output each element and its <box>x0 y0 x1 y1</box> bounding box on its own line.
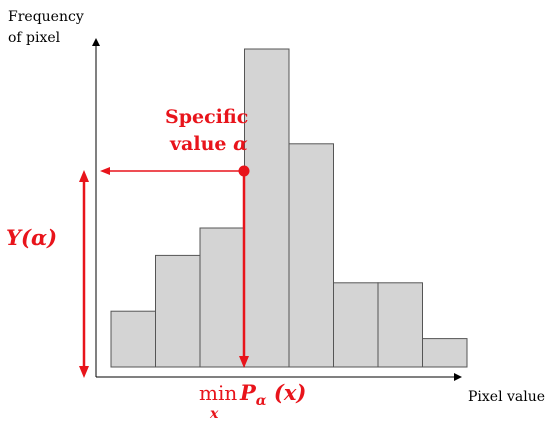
specific-value-label-line1: Specific <box>165 106 248 128</box>
alpha-symbol: α <box>233 133 248 155</box>
histogram-bar <box>155 254 201 368</box>
y-alpha-arrowhead-top <box>79 170 89 182</box>
specific-value-dot <box>238 165 250 177</box>
alpha-horizontal-arrowhead <box>100 167 110 175</box>
p-subscript: α <box>256 393 267 409</box>
histogram-bar <box>377 282 423 368</box>
p-symbol: P <box>239 380 257 405</box>
y-alpha-prefix: Y( <box>6 225 32 250</box>
min-subscript: x <box>209 406 219 422</box>
y-alpha-arrowhead-bottom <box>79 366 89 378</box>
x-axis-label: Pixel value <box>468 389 545 405</box>
histogram-bar <box>333 282 379 368</box>
histogram-bar <box>110 310 156 368</box>
histogram-bars <box>110 48 468 368</box>
min-label: min <box>199 381 237 405</box>
y-axis-label-line1: Frequency <box>8 9 84 25</box>
y-alpha-label: Y(α) <box>6 225 57 250</box>
histogram-bar <box>199 227 245 368</box>
x-axis-arrowhead <box>454 373 462 381</box>
histogram-bar <box>288 143 334 368</box>
specific-value-text: value <box>169 133 233 155</box>
histogram-bar <box>422 338 468 368</box>
alpha-vertical-arrowhead <box>239 356 249 368</box>
y-axis-label-line2: of pixel <box>8 30 61 46</box>
specific-value-label-line2: value α <box>169 133 248 155</box>
p-alpha-label: Pα (x) <box>239 380 306 409</box>
y-alpha-suffix: ) <box>46 225 57 250</box>
p-argument: (x) <box>267 380 307 405</box>
histogram-bar <box>244 48 290 368</box>
y-alpha-symbol: α <box>31 225 47 250</box>
y-axis-arrowhead <box>92 38 100 46</box>
